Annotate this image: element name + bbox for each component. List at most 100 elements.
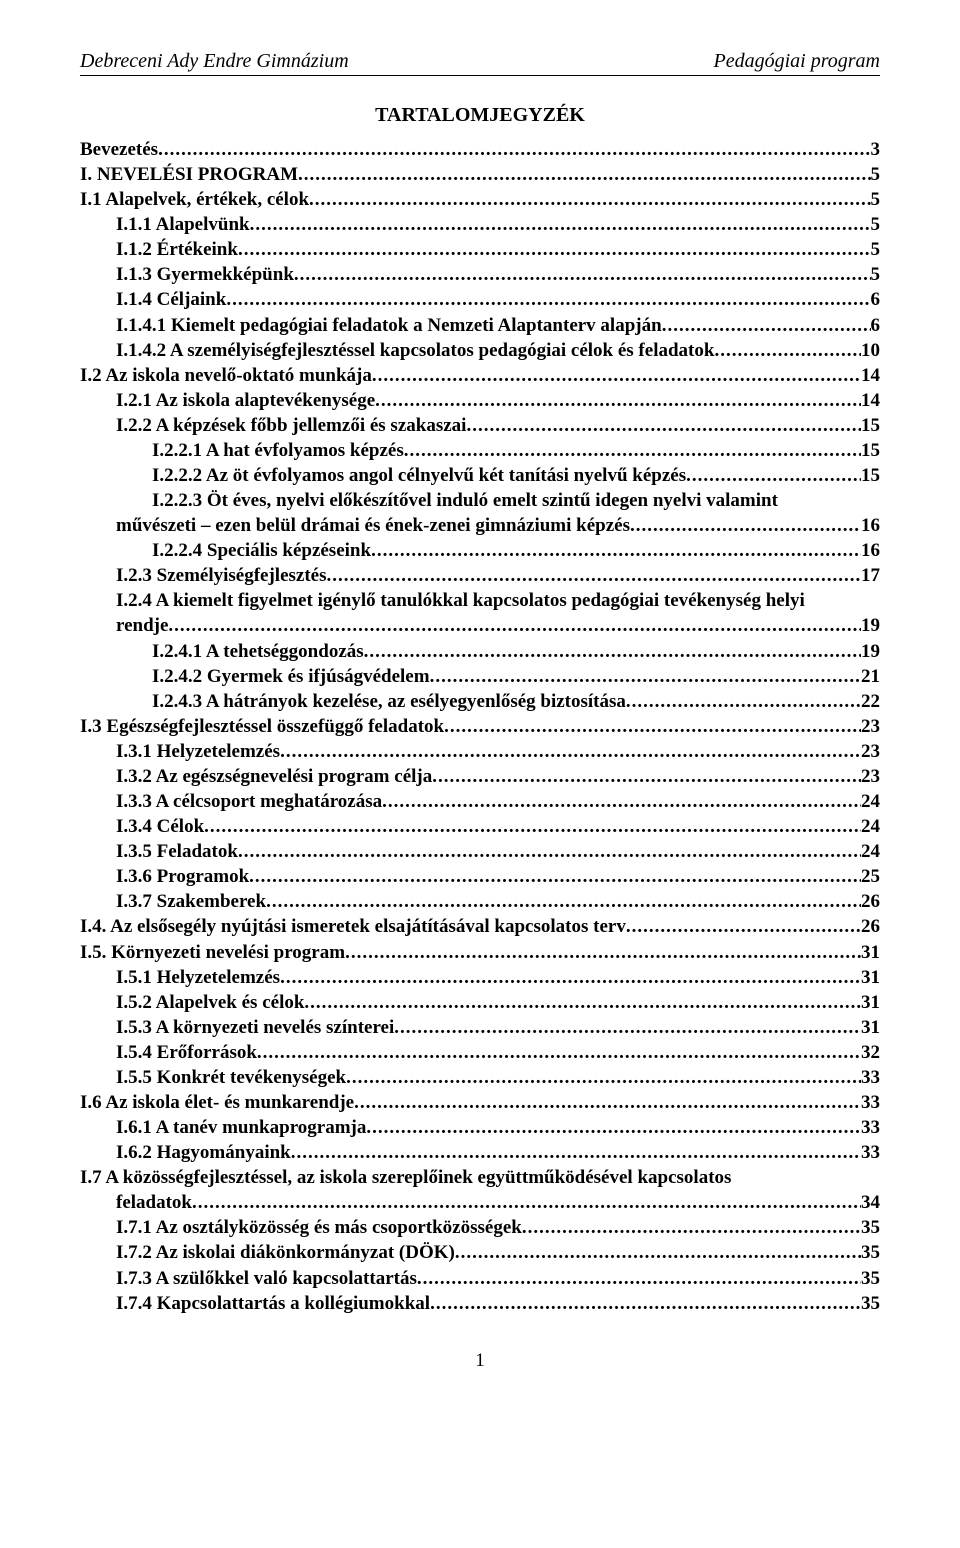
toc-entry: I.2.2.1 A hat évfolyamos képzés15 (80, 438, 880, 463)
toc-label: I.2.4.3 A hátrányok kezelése, az esélyeg… (152, 689, 626, 714)
toc-entry: I.2.2.4 Speciális képzéseink16 (80, 538, 880, 563)
toc-leader-dots (158, 137, 870, 162)
toc-leader-dots (630, 513, 861, 538)
toc-label: I.3.1 Helyzetelemzés (116, 739, 280, 764)
toc-label: I.2.4.1 A tehetséggondozás (152, 639, 364, 664)
toc-entry: I.3.4 Célok24 (80, 814, 880, 839)
toc-page: 5 (871, 162, 881, 187)
toc-label: I.6.1 A tanév munkaprogramja (116, 1115, 366, 1140)
toc-label: I.2.4 A kiemelt figyelmet igénylő tanuló… (116, 588, 805, 613)
toc-page: 5 (871, 237, 881, 262)
toc-entry: I.1.4.1 Kiemelt pedagógiai feladatok a N… (80, 313, 880, 338)
toc-leader-dots (304, 990, 861, 1015)
toc-label: I.5.2 Alapelvek és célok (116, 990, 304, 1015)
toc-label: I.3.7 Szakemberek (116, 889, 266, 914)
toc-page: 15 (861, 438, 880, 463)
toc-entry: I.7.4 Kapcsolattartás a kollégiumokkal35 (80, 1291, 880, 1316)
toc-entry: I.3.3 A célcsoport meghatározása24 (80, 789, 880, 814)
toc-entry: I.2.3 Személyiségfejlesztés17 (80, 563, 880, 588)
toc-page: 6 (871, 313, 881, 338)
toc-page: 35 (861, 1266, 880, 1291)
toc-entry: I.7.2 Az iskolai diákönkormányzat (DÖK)3… (80, 1240, 880, 1265)
toc-label: I.2.2.3 Öt éves, nyelvi előkészítővel in… (152, 488, 778, 513)
toc-leader-dots (280, 965, 861, 990)
toc-leader-dots (309, 187, 870, 212)
toc-leader-dots (192, 1190, 861, 1215)
running-header: Debreceni Ady Endre Gimnázium Pedagógiai… (80, 50, 880, 76)
document-title: TARTALOMJEGYZÉK (80, 104, 880, 127)
toc-label: I.7.3 A szülőkkel való kapcsolattartás (116, 1266, 417, 1291)
toc-leader-dots (626, 689, 861, 714)
toc-leader-dots (522, 1215, 861, 1240)
toc-entry: I.2 Az iskola nevelő-oktató munkája14 (80, 363, 880, 388)
toc-label: I.5. Környezeti nevelési program (80, 940, 345, 965)
toc-leader-dots (327, 563, 861, 588)
toc-leader-dots (662, 313, 871, 338)
toc-label: Bevezetés (80, 137, 158, 162)
toc-label: I.5.5 Konkrét tevékenységek (116, 1065, 346, 1090)
toc-leader-dots (466, 413, 861, 438)
toc-page: 26 (861, 914, 880, 939)
toc-leader-dots (226, 287, 870, 312)
toc-leader-dots (298, 162, 871, 187)
toc-page: 19 (861, 639, 880, 664)
toc-entry: I.2.2.3 Öt éves, nyelvi előkészítővel in… (80, 488, 880, 513)
toc-entry: I.2.1 Az iskola alaptevékenysége14 (80, 388, 880, 413)
toc-entry: I.3.1 Helyzetelemzés23 (80, 739, 880, 764)
toc-entry: I.6.2 Hagyományaink33 (80, 1140, 880, 1165)
toc-page: 15 (861, 413, 880, 438)
toc-leader-dots (364, 639, 861, 664)
toc-entry: I.6 Az iskola élet- és munkarendje33 (80, 1090, 880, 1115)
toc-entry: I.3 Egészségfejlesztéssel összefüggő fel… (80, 714, 880, 739)
toc-entry: I.2.4.2 Gyermek és ifjúságvédelem21 (80, 664, 880, 689)
toc-entry: I. NEVELÉSI PROGRAM5 (80, 162, 880, 187)
toc-entry: I.7 A közösségfejlesztéssel, az iskola s… (80, 1165, 880, 1190)
toc-leader-dots (432, 764, 861, 789)
toc-page: 5 (871, 212, 881, 237)
toc-page: 31 (861, 940, 880, 965)
toc-leader-dots (294, 262, 871, 287)
page-container: Debreceni Ady Endre Gimnázium Pedagógiai… (0, 0, 960, 1412)
toc-label: I.2 Az iskola nevelő-oktató munkája (80, 363, 372, 388)
toc-entry: I.1.2 Értékeink5 (80, 237, 880, 262)
toc-leader-dots (455, 1240, 861, 1265)
toc-page: 23 (861, 764, 880, 789)
toc-label: I.1.4.2 A személyiségfejlesztéssel kapcs… (116, 338, 714, 363)
toc-label: I.2.3 Személyiségfejlesztés (116, 563, 327, 588)
toc-entry: I.5.3 A környezeti nevelés színterei31 (80, 1015, 880, 1040)
toc-page: 6 (871, 287, 881, 312)
toc-entry: I.3.7 Szakemberek26 (80, 889, 880, 914)
toc-label: I.1 Alapelvek, értékek, célok (80, 187, 309, 212)
toc-page: 33 (861, 1065, 880, 1090)
toc-leader-dots (444, 714, 861, 739)
toc-label: I.5.1 Helyzetelemzés (116, 965, 280, 990)
toc-label: I.1.3 Gyermekképünk (116, 262, 294, 287)
toc-page: 25 (861, 864, 880, 889)
toc-page: 21 (861, 664, 880, 689)
toc-leader-dots (417, 1266, 861, 1291)
toc-entry: I.7.1 Az osztályközösség és más csoportk… (80, 1215, 880, 1240)
toc-page: 32 (861, 1040, 880, 1065)
toc-label: I.3.2 Az egészségnevelési program célja (116, 764, 432, 789)
toc-entry: I.1.1 Alapelvünk5 (80, 212, 880, 237)
toc-leader-dots (238, 839, 861, 864)
toc-leader-dots (346, 1065, 861, 1090)
toc-page: 35 (861, 1240, 880, 1265)
toc-label: I.2.2.2 Az öt évfolyamos angol célnyelvű… (152, 463, 686, 488)
toc-page: 5 (871, 187, 881, 212)
toc-entry: I.3.6 Programok25 (80, 864, 880, 889)
toc-label: I.6 Az iskola élet- és munkarendje (80, 1090, 354, 1115)
toc-entry: I.1 Alapelvek, értékek, célok 5 (80, 187, 880, 212)
toc-label: I.1.4.1 Kiemelt pedagógiai feladatok a N… (116, 313, 662, 338)
toc-entry: I.7.3 A szülőkkel való kapcsolattartás 35 (80, 1266, 880, 1291)
toc-page: 33 (861, 1140, 880, 1165)
toc-entry: I.2.4.1 A tehetséggondozás 19 (80, 639, 880, 664)
toc-page: 23 (861, 714, 880, 739)
toc-entry: Bevezetés3 (80, 137, 880, 162)
toc-page: 31 (861, 965, 880, 990)
toc-label: I.5.4 Erőforrások (116, 1040, 257, 1065)
toc-page: 24 (861, 839, 880, 864)
toc-label: I.3.3 A célcsoport meghatározása (116, 789, 382, 814)
page-number: 1 (80, 1350, 880, 1372)
toc-label: I.3.5 Feladatok (116, 839, 238, 864)
